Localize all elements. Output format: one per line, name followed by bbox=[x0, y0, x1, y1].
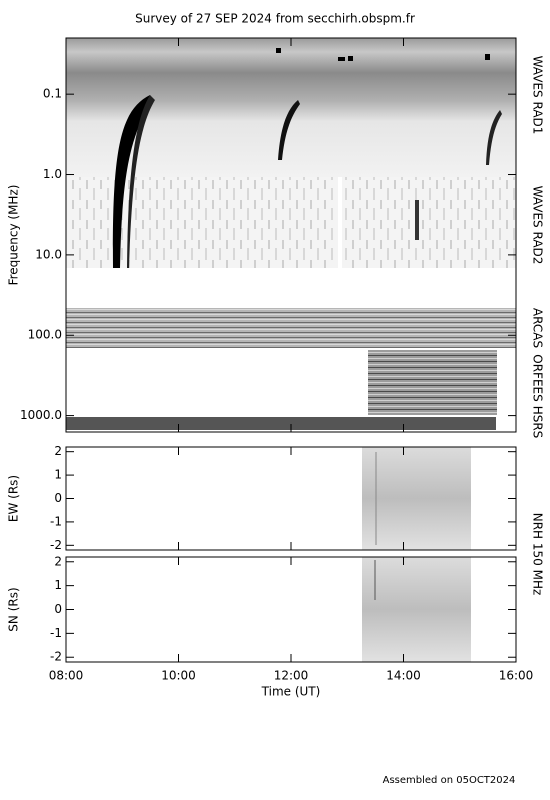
nrh-image bbox=[362, 447, 471, 550]
y-tick-label: 10.0 bbox=[35, 247, 62, 261]
y-tick-label: 1.0 bbox=[43, 167, 62, 181]
y-axis-label: Frequency (MHz) bbox=[7, 185, 21, 286]
x-tick-label: 14:00 bbox=[386, 669, 421, 683]
y-axis-label: SN (Rs) bbox=[7, 587, 21, 631]
axes: 0.1 1.0 10.0 100.0 1000.0 Frequency (MHz) -2 -1… bbox=[7, 37, 545, 699]
y-tick-label: 0 bbox=[54, 602, 62, 616]
y-tick-label: 0 bbox=[54, 491, 62, 505]
channel-label: WAVES RAD1 bbox=[531, 56, 545, 135]
nrh-image bbox=[362, 557, 471, 662]
y-tick-label: 2 bbox=[54, 554, 62, 568]
footer: Assembled on 05OCT2024 bbox=[383, 775, 516, 786]
x-tick-label: 16:00 bbox=[499, 669, 534, 683]
y-tick-label: -2 bbox=[50, 650, 62, 664]
chart-title: Survey of 27 SEP 2024 from secchirh.obsp… bbox=[135, 12, 415, 26]
y-tick-label: 1000.0 bbox=[20, 408, 62, 422]
x-tick-label: 12:00 bbox=[274, 669, 309, 683]
x-tick-label: 08:00 bbox=[49, 669, 84, 683]
spectrogram-image bbox=[66, 38, 516, 430]
channel-label: NRH 150 MHz bbox=[531, 513, 545, 596]
y-tick-label: -1 bbox=[50, 514, 62, 528]
x-axis-label: Time (UT) bbox=[261, 685, 321, 699]
y-tick-label: -1 bbox=[50, 626, 62, 640]
channel-label: ARCAS bbox=[531, 308, 545, 348]
x-tick-label: 10:00 bbox=[161, 669, 196, 683]
y-axis-label: EW (Rs) bbox=[7, 475, 21, 522]
channel-label: HSRS bbox=[531, 406, 545, 439]
channel-label: WAVES RAD2 bbox=[531, 186, 545, 265]
y-tick-label: 2 bbox=[54, 444, 62, 458]
channel-label: ORFEES bbox=[531, 354, 545, 401]
y-tick-label: -2 bbox=[50, 538, 62, 552]
y-tick-label: 100.0 bbox=[28, 328, 62, 342]
y-tick-label: 1 bbox=[54, 578, 62, 592]
y-tick-label: 1 bbox=[54, 468, 62, 482]
y-tick-label: 0.1 bbox=[43, 87, 62, 101]
